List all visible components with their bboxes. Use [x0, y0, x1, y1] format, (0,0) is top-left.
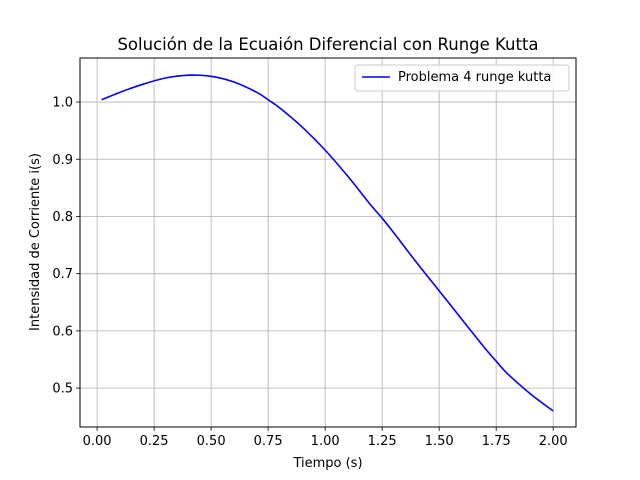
x-tick-label: 0.25 — [140, 434, 169, 449]
x-tick-label: 1.00 — [311, 434, 340, 449]
y-tick-label: 0.7 — [52, 267, 73, 282]
x-tick-label: 1.25 — [368, 434, 397, 449]
x-tick-label: 0.75 — [254, 434, 283, 449]
x-tick-label: 1.50 — [425, 434, 454, 449]
y-axis-label: Intensidad de Corriente i(s) — [28, 153, 43, 331]
legend: Problema 4 runge kutta — [354, 64, 570, 92]
chart-title: Solución de la Ecuaión Diferencial con R… — [117, 35, 538, 54]
y-tick-label: 1.0 — [52, 96, 73, 111]
x-tick-label: 0.50 — [197, 434, 226, 449]
y-tick-label: 0.9 — [52, 153, 73, 168]
grid-lines — [80, 58, 576, 427]
series-layer — [101, 74, 554, 412]
legend-label: Problema 4 runge kutta — [398, 70, 551, 85]
legend-box — [354, 64, 570, 92]
x-tick-label: 2.00 — [539, 434, 568, 449]
x-axis-label: Tiempo (s) — [292, 456, 362, 471]
plot-frame — [79, 57, 577, 428]
y-tick-label: 0.6 — [52, 324, 73, 339]
y-axis-ticks: 0.5 0.6 0.7 0.8 0.9 1.0 — [52, 96, 80, 397]
y-tick-label: 0.8 — [52, 210, 73, 225]
series-line — [101, 74, 554, 412]
x-axis-ticks: 0.00 0.25 0.50 0.75 1.00 1.25 1.50 1.75 2.00 — [83, 427, 568, 449]
x-tick-label: 1.75 — [482, 434, 511, 449]
y-tick-label: 0.5 — [52, 382, 73, 397]
x-tick-label: 0.00 — [83, 434, 112, 449]
